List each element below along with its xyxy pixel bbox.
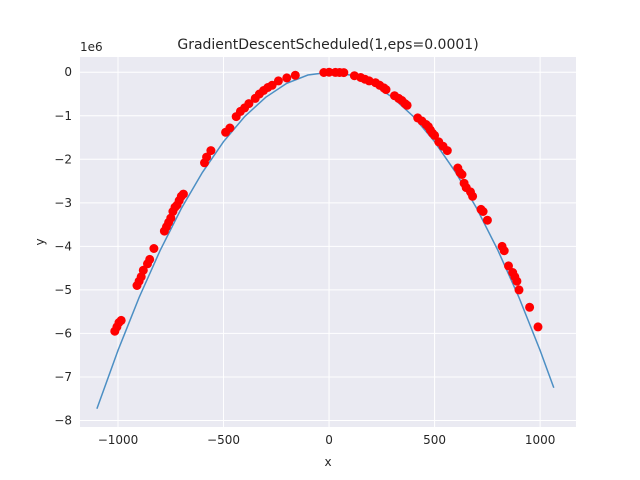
scatter-point (282, 73, 292, 83)
chart-title: GradientDescentScheduled(1,eps=0.0001) (177, 37, 478, 53)
scatter-point (402, 100, 412, 110)
scatter-point (290, 70, 300, 80)
scatter-point (244, 99, 254, 109)
y-tick-label: 0 (64, 65, 72, 79)
x-axis-ticks: −1000 −500 0 500 1000 (98, 433, 556, 447)
scatter-point (499, 246, 509, 256)
scatter-point (457, 170, 467, 179)
x-axis-label: x (324, 455, 331, 469)
scatter-point (202, 152, 212, 162)
scatter-point (525, 302, 535, 312)
scatter-point (512, 276, 522, 286)
scatter-point (178, 189, 188, 199)
scatter-point (381, 85, 391, 95)
scatter-point (273, 76, 283, 86)
x-tick-label: 0 (325, 433, 333, 447)
grid (80, 57, 576, 427)
scatter-point (430, 130, 440, 140)
scatter-point (533, 322, 543, 332)
y-tick-label: −3 (54, 196, 72, 210)
scatter-point (206, 146, 216, 156)
y-tick-label: −7 (54, 370, 72, 384)
y-tick-label: −4 (54, 239, 72, 253)
scatter-point (442, 146, 452, 156)
scatter-series (110, 67, 543, 336)
scatter-point (267, 80, 277, 90)
scatter-point (339, 68, 349, 78)
y-tick-label: −2 (54, 152, 72, 166)
scatter-point (225, 123, 235, 133)
scatter-point (324, 67, 334, 77)
x-tick-label: −1000 (98, 433, 139, 447)
scatter-point (504, 261, 513, 271)
y-tick-label: −1 (54, 109, 72, 123)
x-tick-label: 1000 (525, 433, 556, 447)
scatter-point (138, 265, 148, 275)
y-axis-label: y (33, 238, 47, 245)
y-tick-label: −6 (54, 326, 72, 340)
scatter-point (149, 244, 159, 253)
y-tick-label: −8 (54, 413, 72, 427)
y-tick-label: −5 (54, 283, 72, 297)
scatter-point (478, 207, 488, 216)
x-tick-label: −500 (207, 433, 240, 447)
scatter-point (145, 254, 155, 264)
scatter-point (116, 315, 126, 325)
scatter-point (514, 285, 524, 295)
offset-text: 1e6 (80, 40, 103, 54)
x-tick-label: 500 (423, 433, 446, 447)
scatter-point (468, 191, 478, 201)
scatter-point (482, 215, 492, 225)
y-axis-ticks: 0 −1 −2 −3 −4 −5 −6 −7 −8 (54, 65, 72, 427)
